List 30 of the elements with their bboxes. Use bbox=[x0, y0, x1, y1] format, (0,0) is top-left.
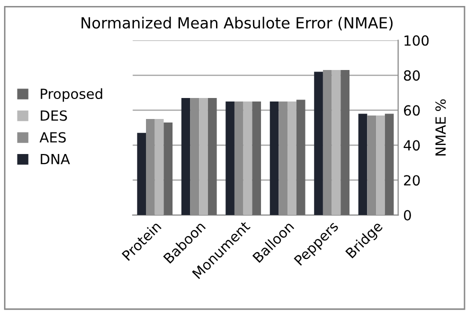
bar bbox=[243, 101, 252, 216]
legend-label: DNA bbox=[40, 154, 70, 164]
legend-label: DES bbox=[40, 110, 67, 121]
bar bbox=[154, 118, 164, 216]
y-tick-label: 40 bbox=[404, 140, 420, 151]
bar bbox=[296, 100, 306, 216]
bar bbox=[252, 101, 262, 216]
bar bbox=[384, 114, 394, 216]
bar bbox=[208, 98, 217, 216]
bar bbox=[358, 114, 368, 216]
bar bbox=[270, 101, 279, 216]
bar bbox=[164, 122, 173, 216]
chart-title: Normanized Mean Absulote Error (NMAE) bbox=[82, 16, 393, 30]
bar bbox=[226, 101, 234, 216]
y-tick-label: 100 bbox=[404, 35, 429, 46]
y-tick-label: 0 bbox=[404, 210, 411, 221]
y-tick-label: 60 bbox=[404, 105, 420, 116]
bar bbox=[137, 132, 146, 216]
bar bbox=[199, 98, 208, 216]
bar bbox=[332, 70, 341, 216]
y-tick-label: 20 bbox=[404, 175, 420, 186]
bar bbox=[288, 101, 296, 216]
y-axis-title: NMAE % bbox=[435, 99, 446, 156]
bar bbox=[314, 72, 323, 216]
legend-label: AES bbox=[40, 132, 66, 143]
bar bbox=[181, 98, 190, 216]
y-tick-label: 80 bbox=[404, 70, 420, 81]
bar bbox=[376, 115, 385, 216]
legend-label: Proposed bbox=[40, 88, 102, 102]
bar bbox=[340, 70, 350, 216]
